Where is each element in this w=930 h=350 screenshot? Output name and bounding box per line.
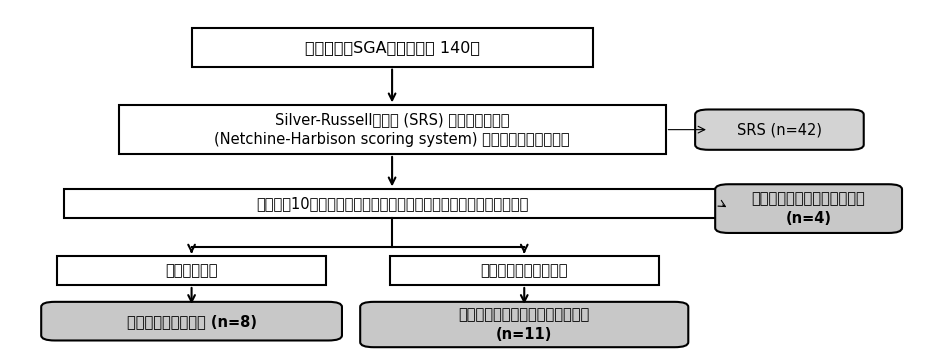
FancyBboxPatch shape [695,110,864,150]
Text: 原因不明のSGA性低身長症 140例: 原因不明のSGA性低身長症 140例 [305,40,480,55]
Text: 病的なコピー数異常 (n=8): 病的なコピー数異常 (n=8) [126,314,257,329]
FancyBboxPatch shape [360,302,688,347]
Text: 代表的な10カ所の疾患責任メチル化可変領域に対するメチル化解析: 代表的な10カ所の疾患責任メチル化可変領域に対するメチル化解析 [256,196,528,211]
Text: 次世代シーケンシング: 次世代シーケンシング [481,263,568,278]
FancyBboxPatch shape [41,302,342,341]
FancyBboxPatch shape [119,105,666,154]
Text: Silver-Russell症候群 (SRS) の臨床診断基準
(Netchine-Harbison scoring system) を用いた臨床像の評価: Silver-Russell症候群 (SRS) の臨床診断基準 (Netchin… [214,112,570,147]
Text: 他のインプリンティング疾患
(n=4): 他のインプリンティング疾患 (n=4) [751,191,866,226]
Text: SRS (n=42): SRS (n=42) [737,122,822,137]
Text: 成長に関連する遺伝子の病的変異
(n=11): 成長に関連する遺伝子の病的変異 (n=11) [458,307,590,342]
FancyBboxPatch shape [64,189,720,218]
FancyBboxPatch shape [390,257,658,285]
FancyBboxPatch shape [715,184,902,233]
FancyBboxPatch shape [192,28,592,66]
Text: コピー数解析: コピー数解析 [166,263,218,278]
FancyBboxPatch shape [57,257,326,285]
